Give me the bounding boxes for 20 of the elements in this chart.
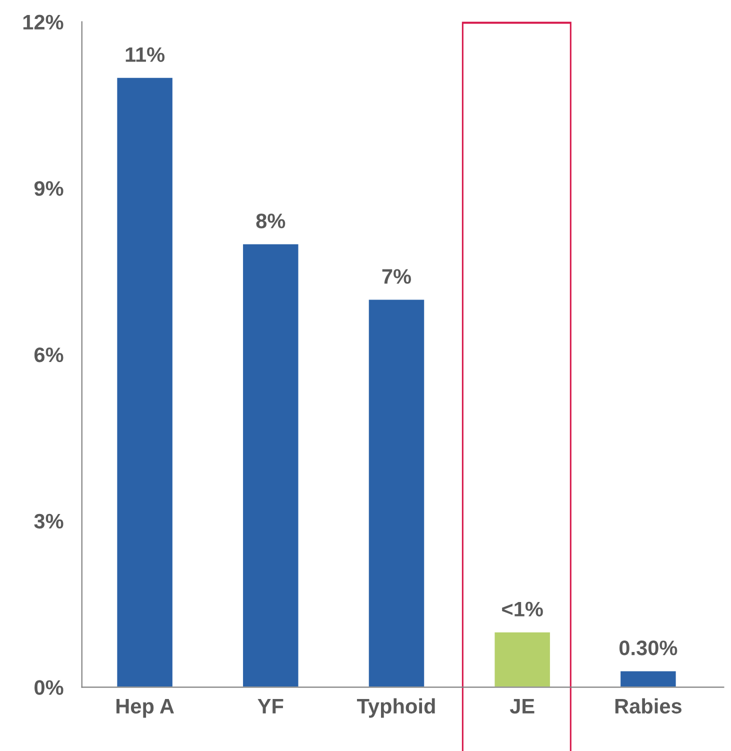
x-tick-label: JE [510,699,534,714]
x-tick-label: Hep A [116,699,174,718]
data-label: 7% [382,269,411,284]
x-tick-label: YF [258,699,284,714]
x-tick-label: Rabies [615,698,682,714]
bar [116,76,174,688]
x-tick-label: Typhoid [356,698,435,718]
data-label: 8% [256,214,286,228]
data-label: 0.30% [619,640,678,656]
bar [242,242,300,688]
y-tick-label: 3% [34,514,64,529]
y-tick-label: 6% [34,347,64,362]
bar [619,670,678,688]
data-label: <1% [502,602,543,616]
bar [493,631,552,688]
y-tick-label: 12% [23,14,64,30]
y-tick-label: 0% [34,680,64,695]
bar [367,298,426,688]
data-label: 11% [126,47,165,62]
y-tick-label: 9% [34,181,64,196]
